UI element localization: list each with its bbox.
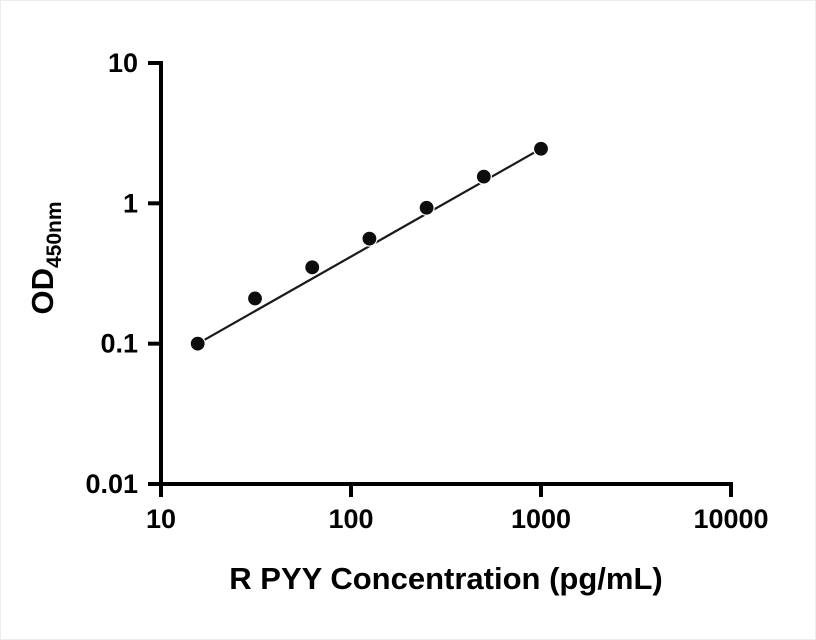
y-tick-label: 0.1 [100, 329, 138, 359]
y-tick-label: 1 [123, 188, 138, 218]
data-point [361, 230, 378, 247]
data-point [189, 335, 206, 352]
x-tick-label: 1000 [511, 504, 571, 534]
y-axis-title-sub: 450nm [43, 201, 66, 268]
data-point [304, 259, 321, 276]
y-axis-title: OD450nm [25, 201, 66, 314]
y-axis-title-main: OD [25, 268, 60, 315]
data-point [418, 199, 435, 216]
x-axis-title: R PYY Concentration (pg/mL) [229, 561, 662, 596]
axes-group: 10 100 1000 10000 0.01 0.1 1 10 [85, 48, 768, 534]
data-point [532, 140, 550, 157]
y-tick-label: 10 [108, 48, 138, 78]
x-tick-label: 10 [146, 504, 176, 534]
y-tick-label: 0.01 [85, 469, 138, 499]
data-point [246, 290, 264, 307]
plot-group [189, 140, 550, 352]
data-point [475, 168, 492, 185]
x-tick-label: 10000 [693, 504, 768, 534]
x-tick-label: 100 [328, 504, 373, 534]
